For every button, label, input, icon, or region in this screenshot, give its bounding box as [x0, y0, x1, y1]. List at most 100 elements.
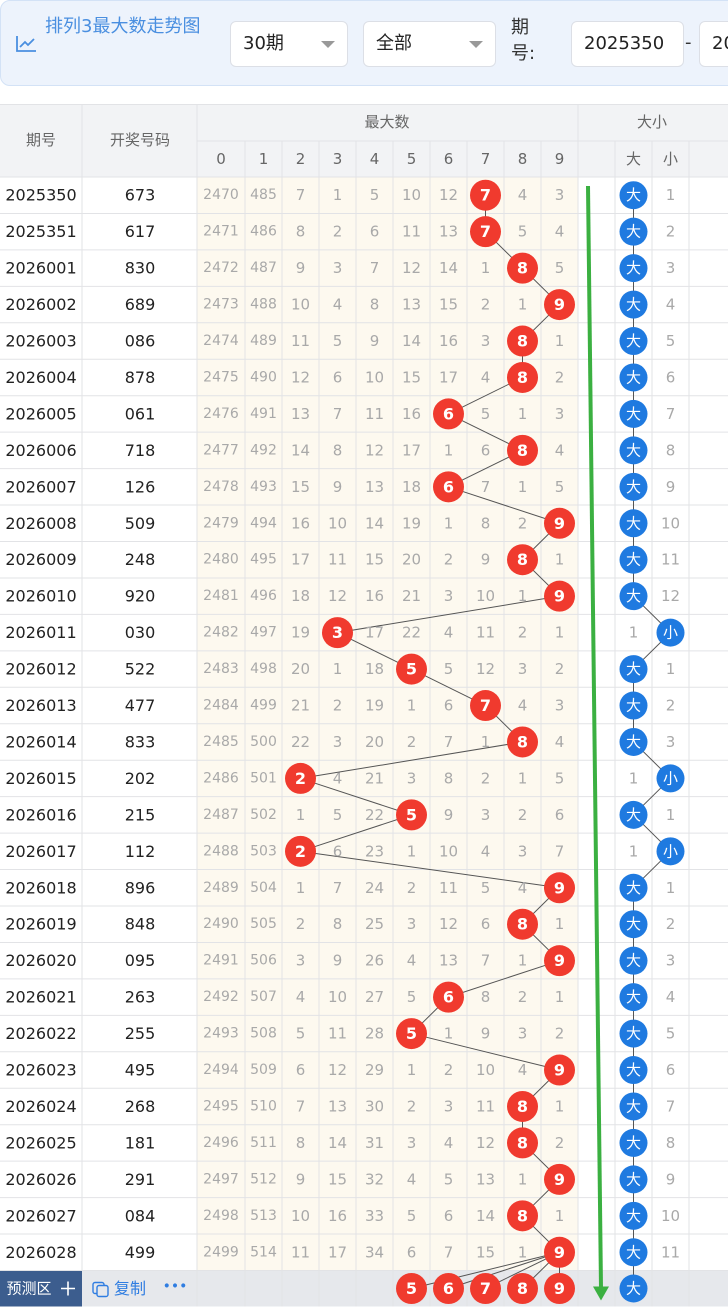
omission: 2477	[203, 442, 239, 458]
omission: 12	[328, 1061, 347, 1079]
expand-icon[interactable]	[61, 1281, 75, 1296]
omission: 2	[481, 769, 491, 787]
size-omission: 10	[661, 1207, 680, 1225]
omission: 2496	[203, 1135, 239, 1151]
header-issue: 期号	[26, 131, 56, 149]
omission: 1	[555, 915, 565, 933]
issue: 2026007	[5, 477, 76, 496]
omission: 8	[444, 769, 454, 787]
more-button[interactable]: •••	[163, 1279, 188, 1295]
draw-number: 833	[125, 732, 156, 751]
omission: 7	[370, 259, 380, 277]
omission: 11	[365, 405, 384, 423]
omission: 17	[328, 1243, 347, 1261]
connector	[411, 1033, 560, 1071]
omission: 12	[402, 259, 421, 277]
omission: 2	[444, 1061, 454, 1079]
header-digit: 7	[481, 150, 491, 168]
omission: 31	[365, 1134, 384, 1152]
draw-number: 086	[125, 332, 156, 351]
issue: 2026028	[5, 1243, 76, 1262]
omission: 485	[250, 187, 277, 203]
omission: 16	[439, 332, 458, 350]
omission: 4	[555, 441, 565, 459]
hit-digit: 7	[480, 696, 491, 715]
header-digit: 6	[444, 150, 454, 168]
omission: 511	[250, 1135, 277, 1151]
draw-number: 830	[125, 259, 156, 278]
hit-digit: 9	[554, 1243, 565, 1262]
size-ball	[619, 582, 648, 611]
omission: 4	[296, 988, 306, 1006]
omission: 499	[250, 698, 277, 714]
omission: 5	[444, 1170, 454, 1188]
period-select[interactable]: 30期	[230, 21, 348, 67]
hit-ball	[507, 1090, 538, 1122]
draw-number: 499	[125, 1243, 156, 1262]
hit-ball	[285, 835, 316, 867]
omission: 11	[476, 624, 495, 642]
hit-digit: 6	[443, 404, 454, 423]
size-omission: 9	[666, 1170, 676, 1188]
omission: 491	[250, 406, 277, 422]
size-text: 大	[626, 660, 641, 678]
size-omission: 1	[666, 660, 676, 678]
draw-number: 617	[125, 222, 156, 241]
hit-ball	[507, 325, 538, 357]
hit-ball	[507, 726, 538, 758]
chart-icon	[16, 36, 36, 52]
hit-digit: 8	[517, 332, 528, 351]
omission: 2	[407, 733, 417, 751]
omission: 7	[333, 879, 343, 897]
hit-ball	[544, 1163, 575, 1195]
hit-digit: 8	[517, 441, 528, 460]
to-input[interactable]: 20	[699, 21, 728, 67]
size-ball	[619, 509, 648, 538]
issue: 2026004	[5, 368, 76, 387]
hit-digit: 9	[554, 1170, 565, 1189]
header-number: 开奖号码	[110, 131, 170, 149]
omission: 18	[291, 587, 310, 605]
hit-ball	[544, 507, 575, 539]
omission: 1	[444, 1025, 454, 1043]
copy-button[interactable]: 复制	[114, 1279, 146, 1298]
omission: 2486	[203, 770, 239, 786]
filter-select[interactable]: 全部	[363, 21, 496, 67]
omission: 20	[291, 660, 310, 678]
size-ball	[656, 837, 685, 866]
omission: 1	[555, 332, 565, 350]
draw-number: 095	[125, 951, 156, 970]
size-omission: 7	[666, 405, 676, 423]
omission: 21	[291, 697, 310, 715]
issue: 2026019	[5, 915, 76, 934]
header-digit: 2	[296, 150, 306, 168]
predict-ball	[470, 1273, 501, 1304]
omission: 1	[481, 259, 491, 277]
size-text: 大	[626, 223, 641, 241]
size-text: 大	[626, 587, 641, 605]
size-text: 大	[626, 733, 641, 751]
from-input[interactable]: 2025350	[571, 21, 684, 67]
size-omission: 11	[661, 1243, 680, 1261]
omission: 10	[291, 1207, 310, 1225]
omission: 2481	[203, 588, 239, 604]
draw-number: 248	[125, 550, 156, 569]
issue: 2026013	[5, 696, 76, 715]
omission: 4	[518, 879, 528, 897]
size-ball	[619, 1128, 648, 1157]
omission: 1	[333, 660, 343, 678]
omission: 1	[518, 405, 528, 423]
omission: 2494	[203, 1062, 239, 1078]
draw-number: 689	[125, 295, 156, 314]
hit-digit: 8	[517, 732, 528, 751]
omission: 1	[296, 806, 306, 824]
omission: 490	[250, 369, 277, 385]
omission: 14	[476, 1207, 495, 1225]
omission: 7	[481, 952, 491, 970]
omission: 15	[328, 1170, 347, 1188]
omission: 5	[370, 186, 380, 204]
omission: 2492	[203, 989, 239, 1005]
connector	[300, 741, 523, 779]
omission: 6	[481, 915, 491, 933]
omission: 3	[407, 1134, 417, 1152]
